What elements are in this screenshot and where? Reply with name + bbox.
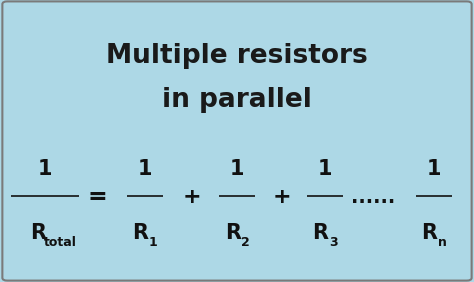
Text: R: R xyxy=(132,223,148,243)
Text: =: = xyxy=(87,185,107,210)
Text: +: + xyxy=(273,188,292,207)
Text: total: total xyxy=(44,236,77,249)
Text: ......: ...... xyxy=(351,188,396,207)
Text: Multiple resistors: Multiple resistors xyxy=(106,43,368,69)
Text: 1: 1 xyxy=(427,159,441,179)
Text: 1: 1 xyxy=(318,159,332,179)
Text: 1: 1 xyxy=(230,159,244,179)
Text: R: R xyxy=(30,223,46,243)
Text: 1: 1 xyxy=(137,159,152,179)
Text: 1: 1 xyxy=(38,159,52,179)
Text: R: R xyxy=(225,223,241,243)
Text: R: R xyxy=(421,223,438,243)
Text: 3: 3 xyxy=(329,236,338,249)
Text: R: R xyxy=(312,223,328,243)
Text: in parallel: in parallel xyxy=(162,87,312,113)
Text: +: + xyxy=(182,188,201,207)
Text: n: n xyxy=(438,236,447,249)
Text: 1: 1 xyxy=(149,236,158,249)
Text: 2: 2 xyxy=(241,236,250,249)
